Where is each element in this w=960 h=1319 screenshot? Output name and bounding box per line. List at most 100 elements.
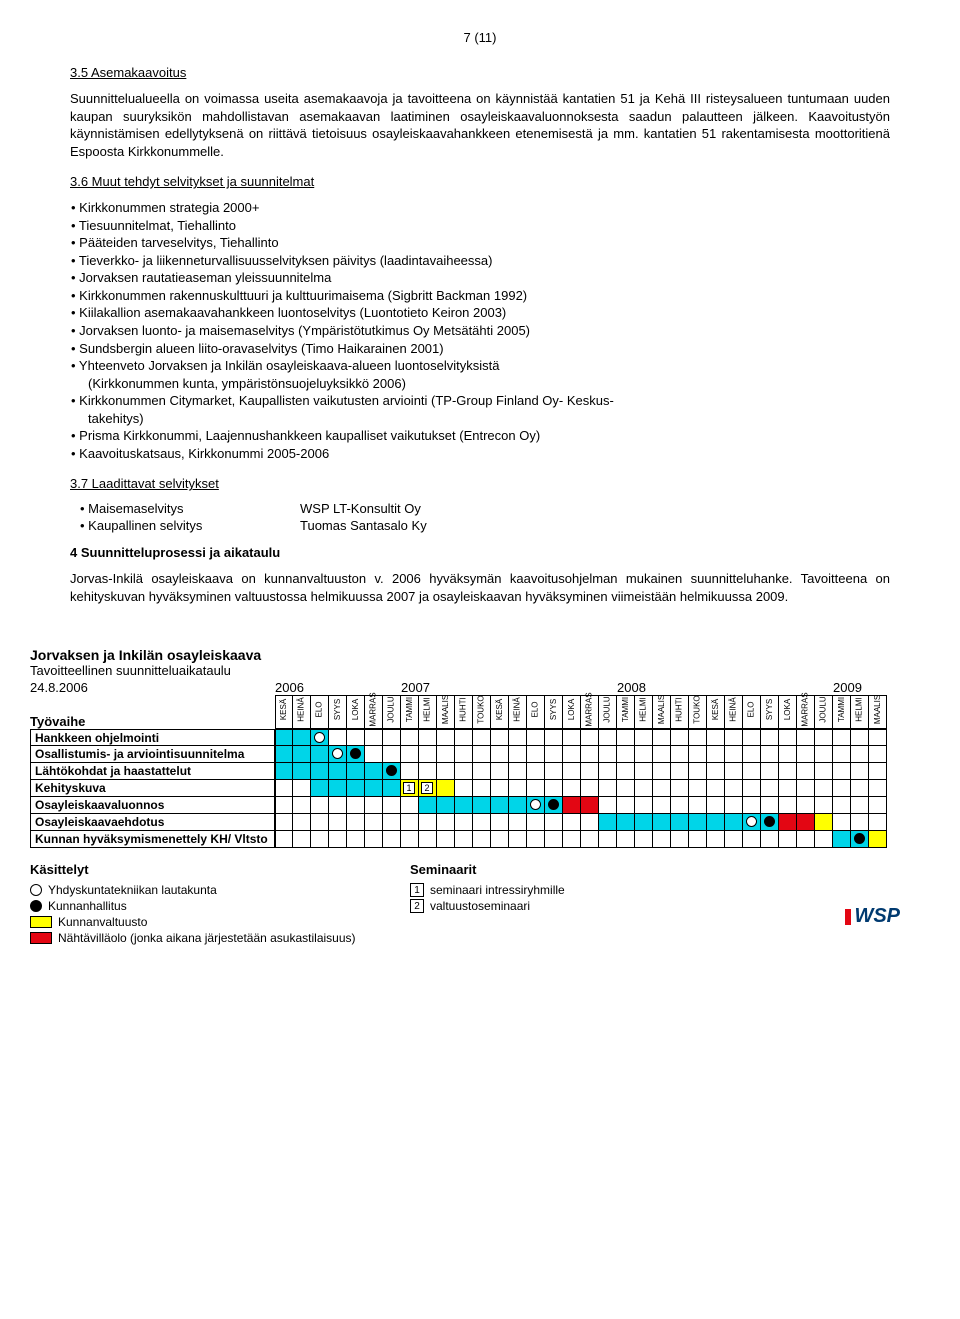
gantt-cell — [869, 746, 887, 763]
legend-item: Kunnanhallitus — [30, 898, 410, 914]
gantt-cell — [527, 746, 545, 763]
marker-circle-icon — [386, 765, 397, 776]
marker-circle-icon — [548, 799, 559, 810]
gantt-cell — [851, 831, 869, 848]
month-label: SYYS — [549, 699, 558, 720]
gantt-cell — [689, 763, 707, 780]
gantt-cell — [743, 814, 761, 831]
gantt-cell — [509, 729, 527, 746]
gantt-cell — [653, 763, 671, 780]
gantt-cell — [635, 814, 653, 831]
gantt-cell — [563, 746, 581, 763]
gantt-cell — [437, 814, 455, 831]
gantt-cell — [779, 763, 797, 780]
gantt-cell — [797, 814, 815, 831]
sec4-heading: 4 Suunnitteluprosessi ja aikataulu — [70, 545, 890, 560]
legend-left-title: Käsittelyt — [30, 862, 410, 877]
gantt-cell — [527, 763, 545, 780]
gantt-cell — [437, 763, 455, 780]
gantt-cell — [563, 763, 581, 780]
gantt-cell — [653, 814, 671, 831]
gantt-cell — [851, 780, 869, 797]
gantt-cell — [401, 763, 419, 780]
gantt-cell — [275, 763, 293, 780]
gantt-date: 24.8.2006 — [30, 680, 275, 695]
gantt-cell — [833, 780, 851, 797]
task-name: Kehityskuva — [30, 780, 275, 797]
gantt-cell — [329, 831, 347, 848]
gantt-subtitle: Tavoitteellinen suunnitteluaikataulu — [30, 663, 930, 678]
gantt-cell — [815, 814, 833, 831]
month-label: JOULU — [387, 697, 396, 723]
gantt-cell — [617, 746, 635, 763]
gantt-cell — [293, 780, 311, 797]
bullet-item: • Kiilakallion asemakaavahankkeen luonto… — [70, 304, 890, 322]
sec37-row0-left: • Maisemaselvitys — [80, 501, 260, 516]
gantt-cell — [617, 763, 635, 780]
gantt-cell — [473, 780, 491, 797]
wsp-red-bar-icon — [845, 909, 851, 925]
gantt-cell — [725, 831, 743, 848]
gantt-cell — [455, 831, 473, 848]
gantt-cell — [365, 780, 383, 797]
wsp-logo: WSP — [845, 905, 900, 928]
gantt-cell — [329, 729, 347, 746]
marker-circle-icon — [314, 732, 325, 743]
gantt-cell — [617, 831, 635, 848]
marker-circle-icon — [854, 833, 865, 844]
gantt-cell — [743, 746, 761, 763]
month-label: KESÄ — [711, 699, 720, 720]
gantt-cell — [383, 780, 401, 797]
gantt-cell — [581, 814, 599, 831]
gantt-cell — [545, 763, 563, 780]
gantt-cell — [761, 814, 779, 831]
gantt-cell — [527, 780, 545, 797]
gantt-cell — [689, 831, 707, 848]
gantt-cell — [797, 780, 815, 797]
sec37-row0-right: WSP LT-Konsultit Oy — [300, 501, 421, 516]
gantt-cell — [707, 746, 725, 763]
legend: Käsittelyt Yhdyskuntatekniikan lautakunt… — [30, 862, 930, 946]
sec35-heading: 3.5 Asemakaavoitus — [70, 65, 890, 80]
gantt-cell — [419, 814, 437, 831]
task-name: Osallistumis- ja arviointisuunnitelma — [30, 746, 275, 763]
gantt-cell — [509, 780, 527, 797]
gantt-cell — [293, 831, 311, 848]
month-label: MARRAS — [801, 693, 810, 727]
gantt-cell — [833, 763, 851, 780]
gantt-cell — [581, 763, 599, 780]
gantt-cell — [347, 814, 365, 831]
gantt-cell — [671, 729, 689, 746]
marker-number-icon: 1 — [403, 782, 415, 794]
gantt-cell — [293, 763, 311, 780]
gantt-cell — [743, 763, 761, 780]
month-label: HEINÄ — [729, 698, 738, 722]
gantt-cell — [779, 746, 797, 763]
month-label: HELMI — [855, 698, 864, 722]
gantt-cell — [509, 746, 527, 763]
month-label: LOKA — [567, 699, 576, 720]
gantt-cell — [275, 746, 293, 763]
gantt-cell — [689, 780, 707, 797]
month-label: MARRAS — [585, 693, 594, 727]
gantt-cell — [455, 763, 473, 780]
gantt-cell — [761, 831, 779, 848]
legend-item: Kunnanvaltuusto — [30, 914, 410, 930]
gantt-cell — [815, 797, 833, 814]
gantt-cell — [581, 780, 599, 797]
marker-number-icon: 2 — [421, 782, 433, 794]
gantt-cell — [491, 780, 509, 797]
month-label: TOUKO — [693, 696, 702, 724]
month-label: KESÄ — [280, 699, 289, 720]
month-label: TAMMI — [837, 697, 846, 722]
gantt-cell — [599, 763, 617, 780]
gantt-cell — [383, 729, 401, 746]
gantt-cell — [761, 780, 779, 797]
gantt-cell — [473, 763, 491, 780]
gantt-cell — [599, 797, 617, 814]
gantt-cell — [419, 746, 437, 763]
gantt-cell — [563, 729, 581, 746]
legend-numbox-icon: 1 — [410, 883, 424, 897]
gantt-cell — [383, 831, 401, 848]
gantt-cell — [689, 746, 707, 763]
